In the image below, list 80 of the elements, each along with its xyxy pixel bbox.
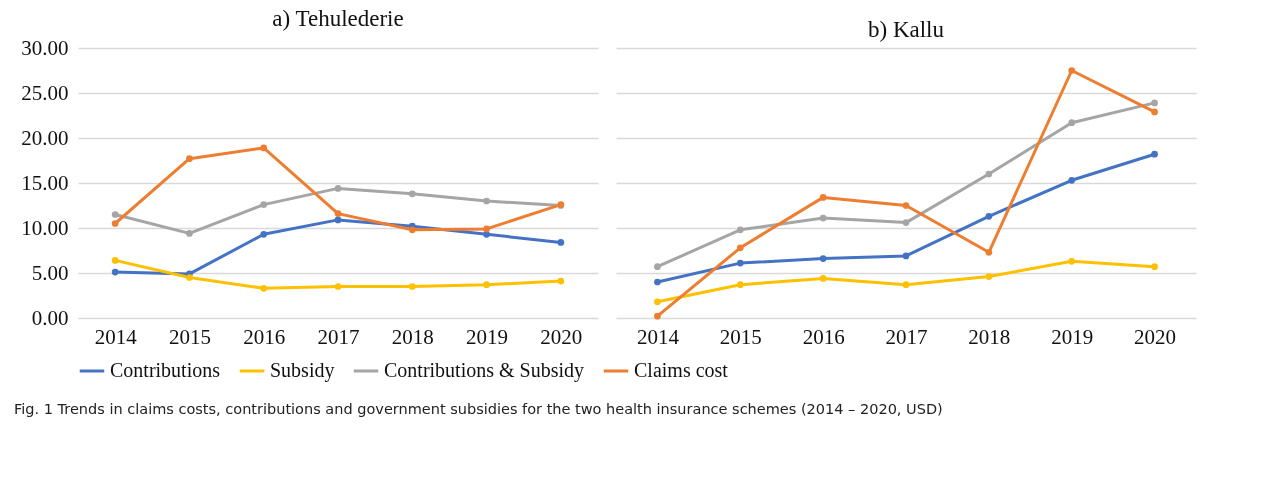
point (260, 284, 268, 292)
point (1068, 67, 1076, 74)
point (1068, 257, 1076, 265)
point (111, 268, 119, 276)
point (557, 277, 565, 285)
point (260, 201, 268, 208)
point (186, 274, 193, 281)
legend-label: Claims cost (634, 359, 729, 381)
point (654, 278, 661, 286)
point (902, 252, 910, 260)
legend-label: Contributions (110, 359, 221, 381)
point (819, 255, 827, 262)
y-tick-label: 5.00 (31, 260, 69, 285)
point (736, 281, 744, 289)
point (1151, 108, 1158, 116)
x-tick-label: 2020 (540, 324, 583, 349)
x-tick-label: 2016 (802, 324, 845, 349)
x-tick-label: 2017 (885, 324, 928, 349)
chart-title: b) Kallu (867, 17, 945, 42)
point (902, 281, 910, 289)
point (654, 298, 661, 306)
point (654, 312, 661, 320)
point (483, 197, 490, 205)
point (902, 202, 910, 209)
point (408, 190, 416, 198)
point (111, 211, 119, 218)
point (334, 185, 342, 192)
x-tick-label: 2020 (1134, 324, 1177, 349)
y-tick-label: 25.00 (21, 80, 69, 105)
x-tick-label: 2018 (968, 324, 1011, 349)
point (819, 275, 827, 282)
point (334, 210, 342, 217)
y-tick-label: 10.00 (21, 215, 69, 240)
point (1151, 99, 1158, 107)
point (260, 144, 268, 152)
point (186, 155, 193, 163)
point (260, 230, 268, 238)
point (557, 239, 565, 246)
point (736, 259, 744, 267)
point (819, 194, 827, 201)
point (985, 248, 993, 256)
point (408, 226, 416, 234)
x-tick-label: 2015 (719, 324, 762, 349)
point (985, 170, 993, 178)
point (985, 212, 993, 220)
x-tick-label: 2019 (466, 324, 509, 349)
point (1068, 176, 1076, 184)
point (1151, 150, 1158, 158)
x-tick-label: 2016 (243, 324, 286, 349)
legend-label: Subsidy (270, 359, 335, 382)
point (902, 219, 910, 226)
point (408, 283, 416, 290)
point (483, 225, 490, 233)
point (334, 283, 342, 290)
point (111, 257, 119, 264)
point (1151, 263, 1158, 271)
point (483, 230, 490, 238)
point (483, 281, 490, 289)
y-tick-label: 20.00 (21, 125, 69, 150)
point (819, 214, 827, 222)
y-tick-label: 0.00 (31, 305, 69, 330)
point (736, 226, 744, 234)
point (334, 216, 342, 224)
x-tick-label: 2015 (168, 324, 211, 349)
point (1068, 119, 1076, 127)
caption: Fig. 1 Trends in claims costs, contributions and government subsidies for the two health insurance schemes (2014 – 2020, USD) (14, 401, 944, 417)
chart-title: a) Tehulederie (272, 6, 404, 31)
x-tick-label: 2014 (636, 324, 680, 349)
point (736, 244, 744, 252)
x-tick-label: 2018 (391, 324, 434, 349)
y-tick-label: 30.00 (21, 35, 69, 60)
x-tick-label: 2017 (317, 324, 360, 349)
point (654, 263, 661, 271)
point (186, 230, 193, 237)
legend-label: Contributions & Subsidy (384, 359, 585, 382)
x-tick-label: 2019 (1051, 324, 1094, 349)
point (985, 273, 993, 280)
point (111, 220, 119, 227)
x-tick-label: 2014 (94, 324, 138, 349)
y-tick-label: 15.00 (21, 170, 69, 195)
